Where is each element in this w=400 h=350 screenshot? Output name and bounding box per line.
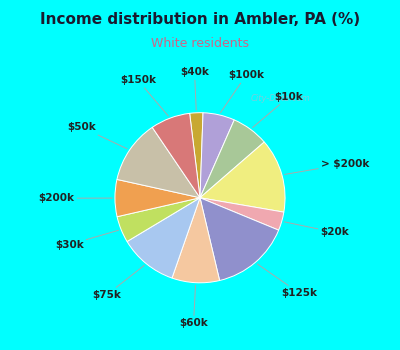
Text: $30k: $30k xyxy=(55,230,118,250)
Wedge shape xyxy=(200,198,284,230)
Wedge shape xyxy=(190,113,203,198)
Text: $75k: $75k xyxy=(92,265,144,300)
Wedge shape xyxy=(200,142,285,212)
Text: > $200k: > $200k xyxy=(285,159,369,174)
Text: White residents: White residents xyxy=(151,37,249,50)
Text: $60k: $60k xyxy=(179,286,208,328)
Text: $50k: $50k xyxy=(67,122,127,149)
Wedge shape xyxy=(152,113,200,198)
Text: Income distribution in Ambler, PA (%): Income distribution in Ambler, PA (%) xyxy=(40,12,360,27)
Wedge shape xyxy=(127,198,200,278)
Text: $40k: $40k xyxy=(180,67,209,110)
Text: $100k: $100k xyxy=(220,70,264,113)
Wedge shape xyxy=(117,127,200,198)
Text: $20k: $20k xyxy=(284,222,349,238)
Wedge shape xyxy=(200,198,279,280)
Text: City-Data.com: City-Data.com xyxy=(251,94,311,103)
Text: $10k: $10k xyxy=(253,92,303,127)
Wedge shape xyxy=(115,180,200,217)
Wedge shape xyxy=(200,113,234,198)
Wedge shape xyxy=(172,198,220,283)
Wedge shape xyxy=(117,198,200,241)
Text: $200k: $200k xyxy=(38,193,112,203)
Wedge shape xyxy=(200,120,264,198)
Text: $150k: $150k xyxy=(120,75,168,116)
Text: $125k: $125k xyxy=(258,264,318,298)
